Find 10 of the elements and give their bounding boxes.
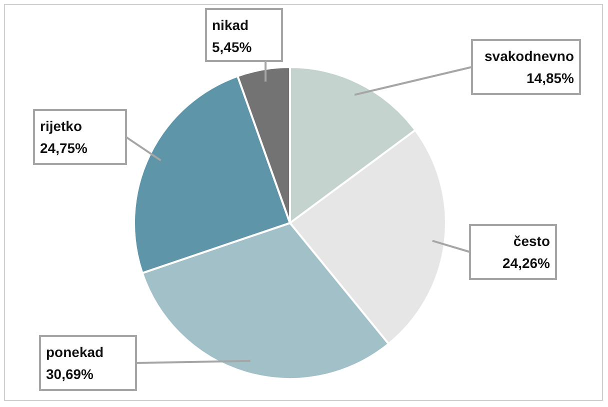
slice-label: rijetko: [40, 118, 82, 134]
data-label: 5,45%: [212, 39, 252, 55]
data-label: 14,85%: [526, 70, 575, 86]
data-label: 24,75%: [40, 140, 88, 156]
slice-label: nikad: [212, 17, 249, 33]
slice-label: često: [513, 233, 550, 249]
data-label: 24,26%: [502, 255, 551, 271]
data-label: 30,69%: [46, 366, 94, 382]
slice-label: ponekad: [46, 344, 104, 360]
slice-label: svakodnevno: [484, 48, 574, 64]
